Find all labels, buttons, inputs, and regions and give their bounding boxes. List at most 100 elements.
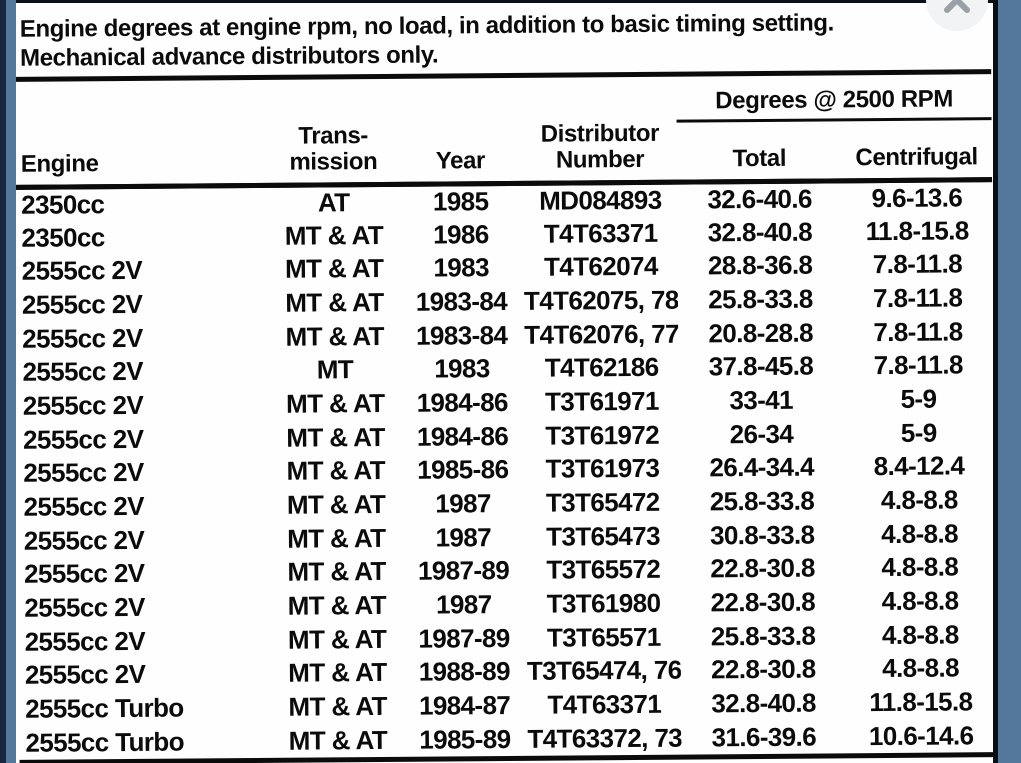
col-header-transmission-line2: mission — [289, 147, 378, 176]
table-cell: MT & AT — [287, 556, 386, 588]
table-cell: 32.8-40.8 — [711, 687, 816, 719]
table-cell: 25.8-33.8 — [708, 283, 813, 315]
table-cell: 9.6-13.6 — [871, 182, 963, 214]
table-cell: MT & AT — [288, 657, 387, 689]
col-header-transmission-line1: Trans- — [298, 122, 369, 150]
table-cell: 1985-86 — [417, 454, 509, 486]
table-cell: 4.8-8.8 — [882, 652, 960, 684]
table-cell: 2555cc 2V — [23, 558, 145, 590]
col-header-year: Year — [397, 121, 524, 185]
table-cell: T3T61980 — [546, 587, 661, 619]
table-cell: 1983 — [433, 252, 490, 283]
table-cell: 1983-84 — [415, 319, 508, 351]
table-cell: 22.8-30.8 — [710, 586, 816, 618]
table-cell: 1984-87 — [418, 690, 511, 721]
table-cell: T4T62186 — [544, 352, 659, 383]
table-cell: 22.8-30.8 — [710, 654, 816, 685]
timing-spec-table: Degrees @ 2500 RPM Engine Trans-mission … — [16, 74, 993, 760]
table-cell: MD084893 — [539, 184, 662, 216]
viewer-left-edge — [0, 0, 6, 763]
table-cell: MT & AT — [286, 455, 386, 487]
table-cell: 32.6-40.6 — [707, 183, 812, 215]
table-cell: T3T65474, 76 — [526, 655, 682, 687]
table-cell: 8.4-12.4 — [873, 450, 965, 482]
col-header-distributor-line1: Distributor — [540, 119, 660, 148]
table-cell: T4T62074 — [543, 251, 658, 282]
table-cell: 4.8-8.8 — [881, 585, 959, 617]
col-header-centrifugal: Centrifugal — [841, 118, 993, 181]
table-cell: 2555cc Turbo — [25, 692, 184, 724]
table-cell: T3T61972 — [545, 419, 660, 451]
table-cell: 1987 — [435, 488, 491, 519]
table-cell: 31.6-39.6 — [711, 721, 817, 753]
table-cell: 1983-84 — [415, 285, 508, 317]
table-cell: MT & AT — [284, 253, 384, 284]
doc-title-line2: Mechanical advance distributors only. — [19, 41, 439, 72]
table-cell: 30.8-33.8 — [709, 519, 815, 551]
table-cell: 1983 — [434, 353, 490, 384]
table-cell: AT — [317, 187, 350, 218]
table-cell: T3T65572 — [546, 554, 661, 586]
table-cell: 4.8-8.8 — [880, 484, 958, 516]
table-cell: T3T61973 — [545, 453, 660, 485]
table-cell: 7.8-11.8 — [873, 349, 963, 381]
column-header-row: Engine Trans-mission Year Distributor Num… — [16, 118, 993, 188]
table-cell: 2350cc — [21, 221, 105, 253]
table-header: Degrees @ 2500 RPM Engine Trans-mission … — [16, 74, 993, 188]
table-cell: 20.8-28.8 — [708, 317, 814, 348]
table-cell: 2555cc 2V — [23, 490, 145, 522]
table-cell: 7.8-11.8 — [872, 282, 963, 314]
col-header-distributor-line2: Number — [555, 145, 645, 174]
table-cell: 2555cc 2V — [22, 423, 144, 455]
group-header-row: Degrees @ 2500 RPM — [16, 74, 992, 126]
table-cell: MT & AT — [287, 590, 387, 621]
table-cell: MT & AT — [287, 522, 386, 554]
table-cell: 4.8-8.8 — [881, 518, 959, 549]
table-cell: 2555cc 2V — [23, 457, 144, 489]
table-cell: 25.8-33.8 — [709, 485, 815, 517]
table-cell: 26.4-34.4 — [709, 451, 815, 483]
degrees-group-header: Degrees @ 2500 RPM — [676, 74, 992, 121]
table-cell: 2350cc — [21, 189, 105, 220]
table-cell: MT & AT — [288, 724, 388, 756]
scanned-document-page: Engine degrees at engine rpm, no load, i… — [16, 0, 998, 763]
table-cell: 5-9 — [900, 417, 937, 448]
table-cell: MT — [316, 354, 354, 385]
table-cell: 1984-86 — [416, 420, 509, 452]
table-cell: 33-41 — [729, 384, 794, 416]
table-cell: MT & AT — [287, 623, 387, 655]
close-icon — [944, 0, 970, 13]
table-cell: 11.8-15.8 — [865, 214, 969, 246]
scan-content: Engine degrees at engine rpm, no load, i… — [16, 3, 993, 763]
table-cell: 11.8-15.8 — [869, 686, 973, 718]
table-cell: 1987 — [435, 589, 492, 620]
close-button[interactable] — [926, 0, 988, 31]
table-cell: T3T65472 — [545, 486, 660, 518]
table-cell: 2555cc 2V — [22, 356, 144, 388]
table-cell: 2555cc 2V — [24, 625, 146, 657]
table-cell: 22.8-30.8 — [710, 552, 815, 584]
table-cell: 7.8-11.8 — [873, 315, 963, 347]
table-cell: 1988-89 — [418, 656, 511, 688]
table-cell: T4T63372, 73 — [527, 722, 682, 754]
table-cell: 2555cc 2V — [23, 524, 145, 556]
group-header-spacer — [16, 77, 677, 126]
table-cell: 1985 — [432, 186, 489, 217]
table-cell: 1984-86 — [416, 386, 508, 418]
table-cell: 4.8-8.8 — [881, 551, 959, 583]
table-cell: T4T63371 — [547, 688, 662, 720]
col-header-transmission: Trans-mission — [268, 122, 399, 186]
table-cell: 2555cc 2V — [22, 389, 144, 421]
table-cell: 26-34 — [729, 418, 794, 449]
table-cell: 2555cc 2V — [24, 659, 146, 691]
table-cell: 2555cc 2V — [21, 255, 143, 287]
col-header-total: Total — [676, 119, 842, 183]
table-cell: MT & AT — [284, 219, 384, 251]
table-cell: MT & AT — [288, 691, 387, 722]
table-body: 2350cc AT 1985 MD084893 32.6-40.6 9.6-13.6 235… — [16, 180, 993, 760]
table-cell: 5-9 — [900, 383, 937, 414]
table-cell: 1987 — [435, 521, 492, 553]
col-header-engine: Engine — [16, 123, 270, 188]
table-cell: T4T62075, 78 — [523, 284, 679, 316]
